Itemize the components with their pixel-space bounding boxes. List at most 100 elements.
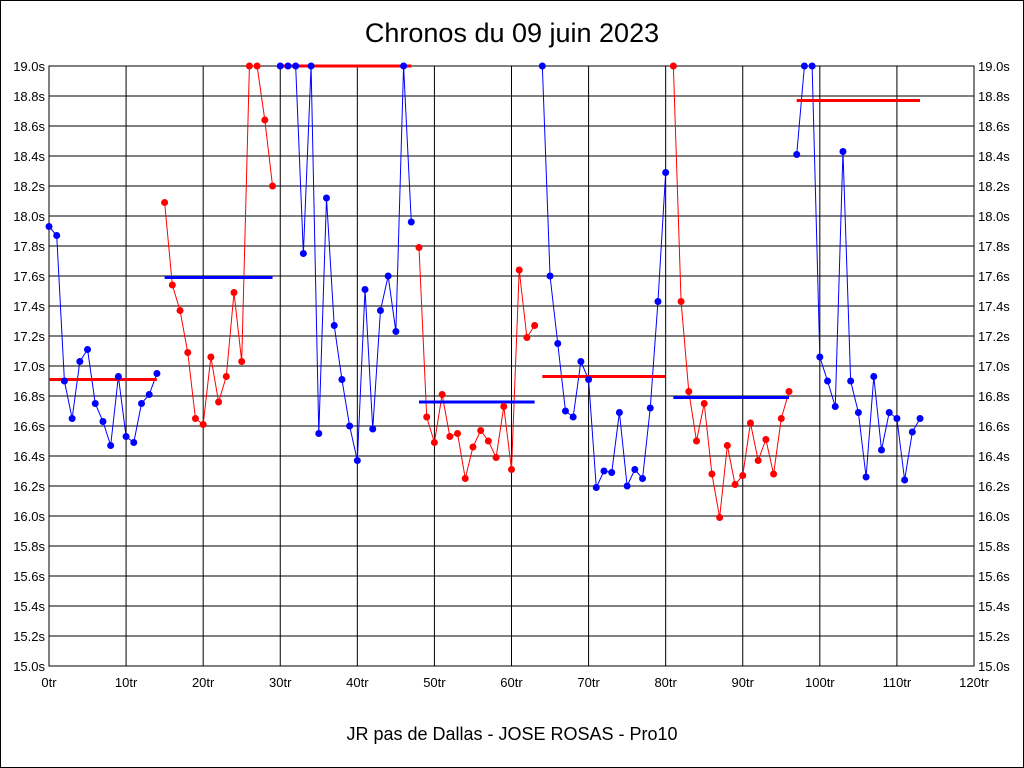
data-point	[700, 400, 708, 407]
data-point	[138, 400, 145, 407]
y-tick-label-right: 15.4s	[978, 599, 1010, 614]
data-point	[777, 415, 785, 422]
x-tick-label: 0tr	[41, 675, 57, 690]
y-tick-label-left: 19.0s	[13, 59, 45, 74]
y-tick-label-left: 15.6s	[13, 569, 45, 584]
data-point	[577, 358, 585, 365]
y-tick-label-left: 17.6s	[13, 269, 45, 284]
data-point	[600, 467, 608, 475]
data-point	[669, 62, 677, 70]
data-point	[168, 281, 176, 289]
series-line	[418, 247, 536, 479]
x-tick-label: 110tr	[883, 675, 912, 690]
data-point	[477, 427, 485, 434]
data-point	[677, 298, 685, 305]
y-tick-label-left: 18.2s	[13, 179, 45, 194]
data-point	[916, 415, 924, 422]
y-tick-label-left: 15.4s	[13, 599, 45, 614]
data-point	[693, 437, 700, 445]
y-tick-label-right: 18.8s	[978, 89, 1010, 104]
y-tick-label-right: 17.2s	[978, 329, 1010, 344]
data-point	[554, 340, 562, 347]
data-point	[238, 358, 246, 365]
y-tick-label-left: 15.8s	[13, 539, 45, 554]
y-tick-label-right: 16.8s	[978, 389, 1010, 404]
data-point	[646, 404, 654, 412]
y-tick-label-right: 16.6s	[978, 419, 1010, 434]
y-tick-label-left: 18.0s	[13, 209, 45, 224]
data-point	[623, 482, 631, 490]
y-tick-label-left: 15.0s	[13, 659, 45, 674]
data-point	[392, 328, 400, 335]
data-point	[546, 272, 554, 280]
y-tick-label-right: 17.6s	[978, 269, 1010, 284]
y-tick-label-right: 18.0s	[978, 209, 1010, 224]
x-tick-label: 30tr	[269, 675, 292, 690]
data-point	[60, 377, 68, 385]
series-line	[280, 65, 412, 461]
data-point	[369, 425, 377, 433]
data-point	[484, 437, 492, 445]
data-point	[461, 475, 469, 482]
data-point	[878, 446, 885, 454]
y-tick-label-left: 16.4s	[13, 449, 45, 464]
data-point	[299, 250, 307, 257]
data-point	[230, 289, 238, 296]
data-point	[130, 439, 138, 446]
data-point	[338, 376, 346, 383]
x-tick-label: 50tr	[423, 675, 446, 690]
chart-title: Chronos du 09 juin 2023	[364, 18, 660, 48]
data-point	[754, 457, 762, 464]
data-point	[107, 442, 115, 449]
data-point	[901, 476, 909, 484]
data-point	[91, 400, 99, 407]
data-point	[68, 415, 76, 422]
data-point	[723, 442, 731, 449]
y-tick-label-right: 16.4s	[978, 449, 1010, 464]
data-point	[739, 472, 747, 479]
data-point	[793, 151, 801, 158]
data-point	[515, 266, 523, 274]
data-point	[746, 419, 754, 427]
data-point	[585, 376, 593, 383]
data-point	[716, 514, 724, 521]
data-point	[908, 428, 916, 436]
y-tick-label-left: 17.8s	[13, 239, 45, 254]
x-tick-label: 40tr	[346, 675, 369, 690]
data-point	[415, 244, 423, 251]
data-point	[423, 413, 431, 421]
y-tick-label-right: 17.0s	[978, 359, 1010, 374]
x-tick-label: 70tr	[577, 675, 600, 690]
x-tick-label: 100tr	[805, 675, 835, 690]
data-point	[384, 272, 392, 280]
data-point	[361, 286, 369, 293]
y-tick-label-right: 18.4s	[978, 149, 1010, 164]
data-point	[315, 430, 323, 437]
data-point	[438, 391, 446, 398]
data-point	[84, 346, 92, 353]
data-point	[662, 169, 670, 176]
data-point	[561, 407, 569, 415]
data-point	[762, 436, 770, 443]
y-tick-label-left: 18.8s	[13, 89, 45, 104]
x-tick-label: 60tr	[500, 675, 523, 690]
data-point	[407, 218, 415, 226]
data-point	[508, 466, 515, 473]
data-point	[592, 484, 600, 491]
data-point	[854, 409, 862, 416]
data-point	[184, 349, 192, 356]
data-point	[284, 62, 292, 70]
data-point	[824, 377, 832, 385]
data-point	[839, 148, 847, 155]
data-point	[161, 199, 169, 206]
data-point	[531, 322, 539, 329]
y-tick-label-left: 18.4s	[13, 149, 45, 164]
data-point	[446, 433, 454, 440]
y-tick-label-right: 15.2s	[978, 629, 1010, 644]
y-tick-label-left: 15.2s	[13, 629, 45, 644]
y-tick-label-left: 17.4s	[13, 299, 45, 314]
y-tick-label-right: 16.0s	[978, 509, 1010, 524]
series-line	[672, 65, 790, 518]
data-point	[808, 62, 816, 70]
